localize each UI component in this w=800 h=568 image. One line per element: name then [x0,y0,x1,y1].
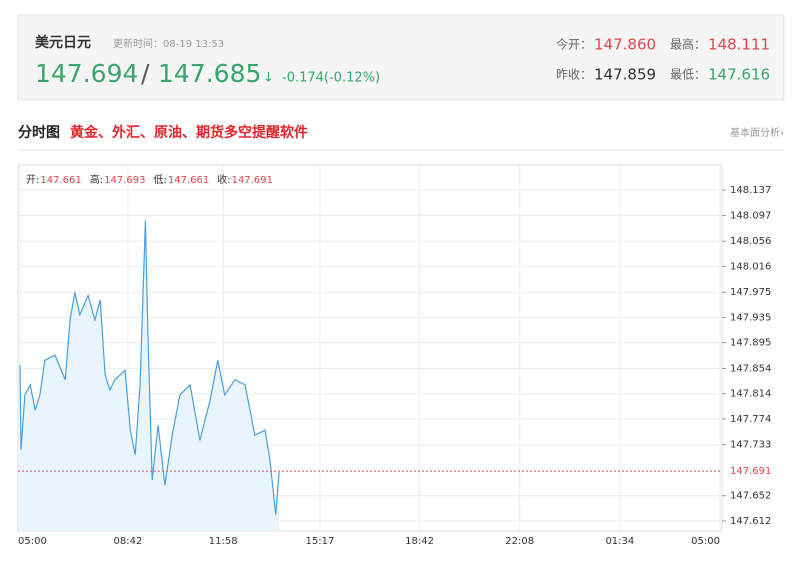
price-area [20,220,280,531]
x-tick-label: 11:58 [209,536,238,547]
stat-value: 147.859 [594,66,656,84]
update-time: 更新时间：08-19 13:53 [113,37,224,50]
y-tick-label: 147.975 [730,287,771,298]
x-tick-label: 05:00 [691,536,720,547]
info-label: 开: [26,175,39,186]
info-value: 147.661 [40,175,81,186]
x-tick-label: 08:42 [114,536,143,547]
y-tick-label: 147.854 [730,363,771,374]
stat-value: 147.860 [594,36,656,54]
y-tick-label: 147.774 [730,414,771,425]
tab-active[interactable]: 分时图 [18,124,60,141]
stat-label: 今开： [556,37,592,52]
stat-label: 最高： [670,37,706,52]
symbol-title: 美元日元 [35,34,91,51]
y-tick-label: 148.137 [730,185,771,196]
change: -0.174(-0.12%) [282,71,380,86]
y-tick-label: 147.612 [730,516,771,527]
info-value: 147.691 [232,175,273,186]
price-line-label: 147.691 [730,466,771,477]
y-tick-label: 147.935 [730,312,771,323]
plot: 148.137 148.097 148.056 148.016 147.975 147.9… [18,165,771,547]
info-label: 低: [153,173,166,186]
y-tick-label: 147.652 [730,491,771,502]
y-tick-label: 148.056 [730,236,771,247]
info-label: 收: [217,173,230,186]
x-tick-label: 01:34 [605,536,634,547]
price-separator: / [141,59,150,88]
y-tick-label: 147.814 [730,389,771,400]
info-value: 147.693 [104,175,145,186]
x-tick-label: 15:17 [306,536,335,547]
x-tick-label: 18:42 [405,536,434,547]
bid-price: 147.694 [35,59,138,88]
info-value: 147.661 [168,175,209,186]
x-tick-label: 05:00 [18,536,47,547]
stat-label: 昨收： [556,68,592,82]
stat-value: 147.616 [708,66,770,84]
ask-price: 147.685 [158,59,261,88]
stat-value: 148.111 [708,36,770,54]
x-tick-label: 22:08 [505,536,534,547]
price-line [19,220,280,515]
promo-link[interactable]: 黄金、外汇、原油、期货多空提醒软件 [70,124,308,141]
y-tick-label: 147.733 [730,440,771,451]
y-tick-label: 148.016 [730,261,771,272]
plot-frame [17,164,723,532]
stat-label: 最低： [670,68,706,82]
change-arrow: ↓ [263,71,274,86]
fundamentals-link[interactable]: 基本面分析› [730,126,784,139]
quote-panel [17,14,785,101]
y-tick-label: 147.895 [730,338,771,349]
info-label: 高: [90,173,103,186]
y-tick-label: 148.097 [730,210,771,221]
